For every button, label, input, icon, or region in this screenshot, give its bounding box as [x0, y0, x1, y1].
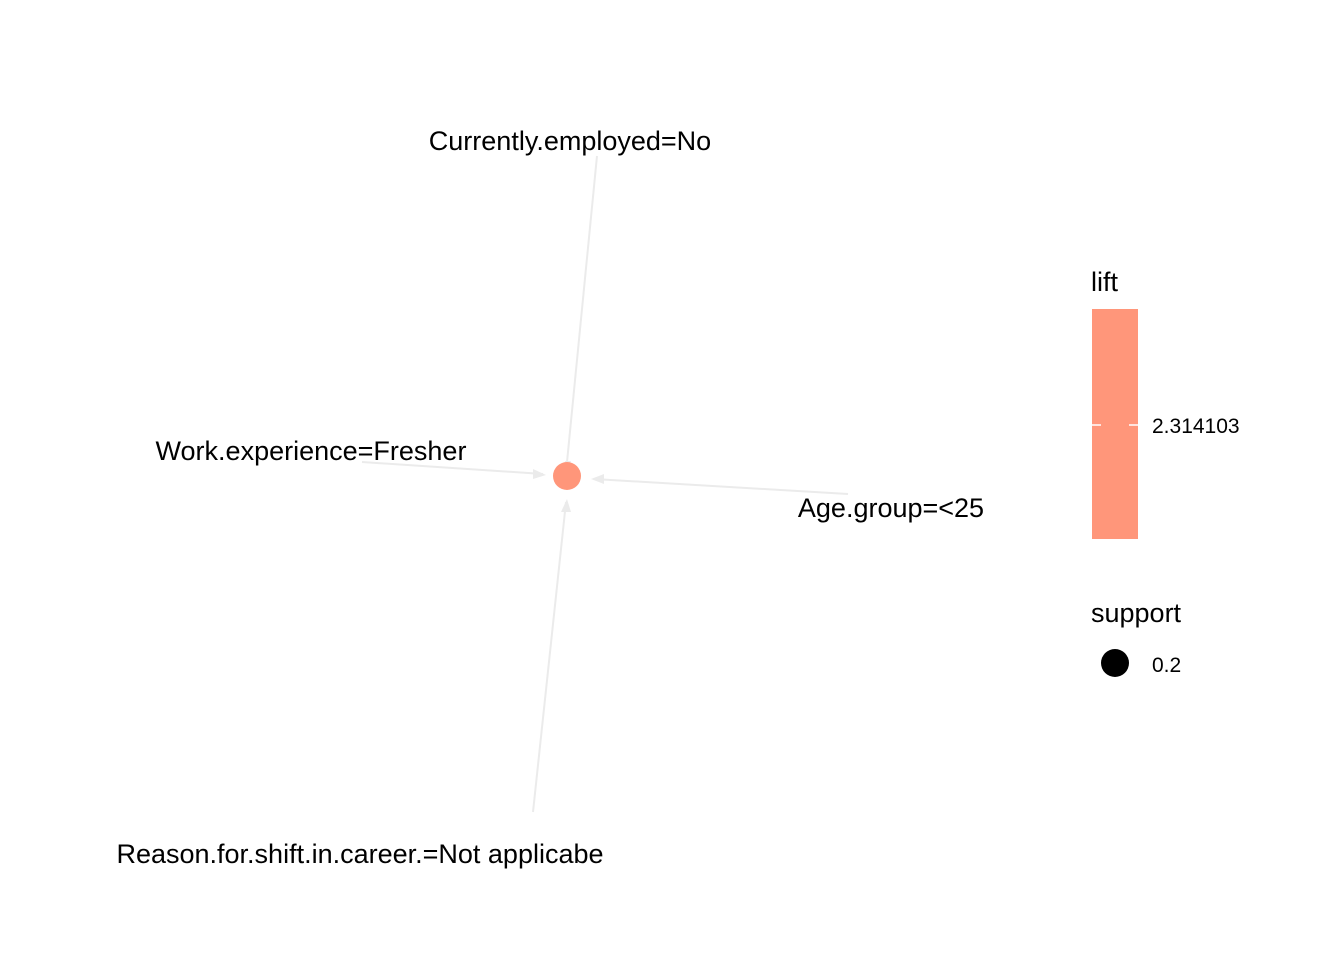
lift-legend: lift 2.314103: [1091, 267, 1240, 539]
edge-currently-employed: [566, 155, 598, 463]
item-label-work-experience: Work.experience=Fresher: [156, 436, 467, 466]
lift-legend-value: 2.314103: [1152, 415, 1240, 438]
arrowhead-icon: [561, 499, 571, 512]
arrowhead-icon: [533, 469, 546, 479]
lift-colorbar: [1092, 309, 1138, 539]
edges: [361, 155, 849, 813]
lift-legend-title: lift: [1091, 267, 1118, 297]
support-legend-title: support: [1091, 598, 1182, 628]
item-label-reason-for-shift: Reason.for.shift.in.career.=Not applicab…: [116, 839, 603, 869]
support-legend-value: 0.2: [1152, 654, 1181, 677]
support-legend-key: [1101, 649, 1129, 677]
edge-work-experience: [361, 461, 544, 475]
edge-age-group: [593, 478, 849, 495]
rule-node: [553, 462, 581, 490]
item-label-currently-employed: Currently.employed=No: [429, 126, 711, 156]
support-legend: support 0.2: [1091, 598, 1182, 677]
item-label-age-group: Age.group=<25: [798, 493, 984, 523]
arrowhead-icon: [591, 474, 604, 484]
edge-reason-for-shift: [532, 501, 567, 813]
